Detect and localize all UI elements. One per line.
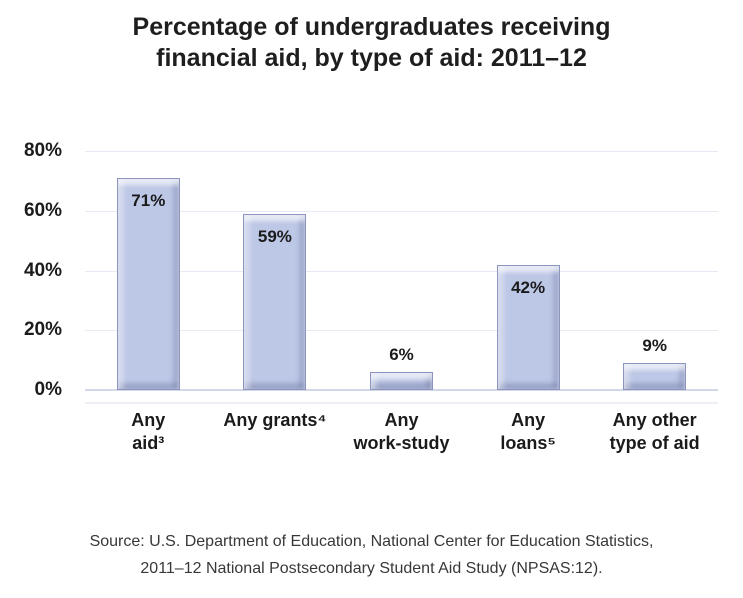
gridline-80 (85, 151, 718, 152)
bar-any-aid (116, 178, 180, 390)
bar-any-work-study (370, 372, 433, 390)
chart-title-line-2: financial aid, by type of aid: 2011–12 (156, 44, 587, 72)
y-tick-label-80: 80% (23, 140, 62, 161)
chart-title: Percentage of undergraduates receiving f… (0, 12, 743, 74)
value-label-any-work-study: 6% (389, 345, 414, 364)
plot-area: 71% 59% 6% 42% 9% (85, 151, 718, 404)
source-note: Source: U.S. Department of Education, Na… (0, 528, 743, 582)
chart-title-line-1: Percentage of undergraduates receiving (132, 13, 611, 41)
y-tick-label-40: 40% (23, 259, 62, 281)
plot-bottom-border (85, 402, 718, 404)
source-line-2: 2011–12 National Postsecondary Student A… (140, 560, 603, 577)
y-tick-label-0: 0% (34, 379, 62, 400)
x-label-any-loans: Any loans⁵ (500, 410, 556, 453)
x-axis: Any aid³ Any grants⁴ Any work-study Any loans⁵… (85, 409, 718, 469)
bar-any-other-type-of-aid (623, 363, 687, 390)
value-label-any-other-type-of-aid: 9% (642, 336, 667, 355)
y-tick-label-20: 20% (23, 319, 62, 341)
value-label-any-loans: 42% (511, 278, 546, 297)
bar-any-grants (243, 214, 307, 390)
x-label-any-other-type-of-aid: Any other type of aid (609, 410, 700, 453)
value-label-any-aid: 71% (131, 191, 166, 210)
y-axis: 0% 20% 40% 60% 80% (0, 140, 62, 400)
x-label-any-aid: Any aid³ (131, 410, 166, 453)
gridline-60 (85, 210, 718, 212)
y-tick-label-60: 60% (23, 199, 62, 221)
gridline-20 (85, 330, 718, 332)
value-label-any-grants: 59% (257, 227, 292, 246)
x-label-any-work-study: Any work-study (353, 410, 450, 453)
x-axis-line (85, 389, 718, 391)
source-line-1: Source: U.S. Department of Education, Na… (89, 533, 654, 550)
gridline-40 (85, 270, 718, 272)
x-label-any-grants: Any grants⁴ (223, 410, 327, 430)
bar-any-loans (496, 265, 560, 390)
